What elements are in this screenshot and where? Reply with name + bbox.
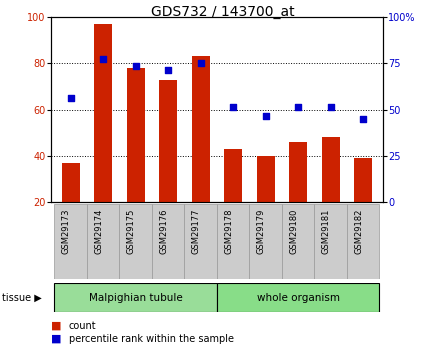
Text: GSM29173: GSM29173: [62, 209, 71, 254]
Point: [295, 105, 302, 110]
Bar: [315, 204, 347, 279]
Bar: [87, 204, 119, 279]
Bar: [354, 158, 372, 248]
Text: tissue ▶: tissue ▶: [2, 293, 42, 303]
Point: [230, 105, 237, 110]
Text: GSM29181: GSM29181: [322, 209, 331, 254]
Text: ■: ■: [51, 321, 62, 331]
Bar: [282, 204, 315, 279]
Bar: [289, 142, 307, 248]
Bar: [94, 24, 112, 248]
Bar: [127, 68, 145, 248]
Bar: [54, 283, 217, 312]
Text: GSM29177: GSM29177: [192, 209, 201, 254]
Text: count: count: [69, 321, 97, 331]
Text: whole organism: whole organism: [257, 293, 340, 303]
Bar: [54, 204, 87, 279]
Text: GSM29176: GSM29176: [159, 209, 168, 254]
Bar: [159, 80, 177, 248]
Point: [100, 56, 107, 61]
Text: GSM29179: GSM29179: [257, 209, 266, 254]
Bar: [347, 204, 380, 279]
Text: GDS732 / 143700_at: GDS732 / 143700_at: [151, 5, 294, 19]
Text: GSM29180: GSM29180: [289, 209, 298, 254]
Point: [165, 68, 172, 73]
Point: [67, 95, 74, 101]
Bar: [152, 204, 184, 279]
Text: GSM29178: GSM29178: [224, 209, 233, 254]
Text: GSM29182: GSM29182: [354, 209, 363, 254]
Point: [360, 116, 367, 121]
Bar: [217, 283, 380, 312]
Point: [262, 114, 269, 119]
Point: [132, 63, 139, 68]
Point: [327, 105, 334, 110]
Bar: [192, 57, 210, 248]
Text: ■: ■: [51, 334, 62, 344]
Bar: [119, 204, 152, 279]
Text: GSM29174: GSM29174: [94, 209, 103, 254]
Bar: [250, 204, 282, 279]
Text: percentile rank within the sample: percentile rank within the sample: [69, 334, 234, 344]
Bar: [224, 149, 242, 248]
Bar: [322, 137, 340, 248]
Text: Malpighian tubule: Malpighian tubule: [89, 293, 182, 303]
Bar: [257, 156, 275, 248]
Point: [197, 61, 204, 66]
Bar: [62, 162, 80, 248]
Bar: [217, 204, 250, 279]
Bar: [184, 204, 217, 279]
Text: GSM29175: GSM29175: [127, 209, 136, 254]
